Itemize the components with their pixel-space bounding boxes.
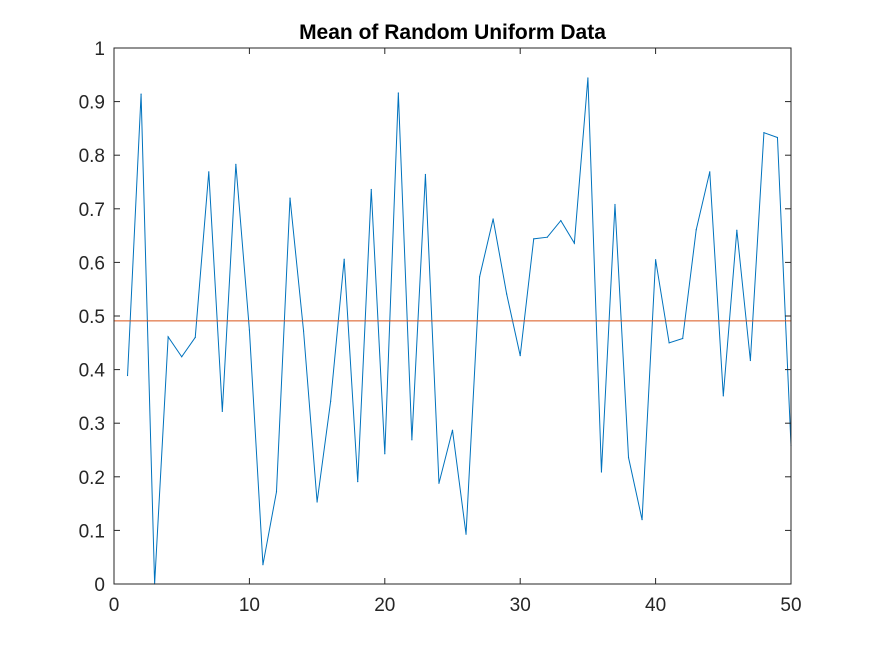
series-1-point	[465, 533, 467, 535]
series-1-point	[343, 258, 345, 260]
chart-title: Mean of Random Uniform Data	[299, 21, 606, 44]
series-1-point	[397, 92, 399, 94]
series-layer	[113, 77, 792, 585]
series-1-point	[316, 501, 318, 503]
series-1-point	[384, 453, 386, 455]
series-1-point	[289, 197, 291, 199]
y-tick-label: 0.7	[79, 200, 105, 221]
series-1-point	[167, 336, 169, 338]
series-1-point	[695, 229, 697, 231]
series-1-point	[519, 355, 521, 357]
y-tick-label: 1	[94, 39, 105, 60]
y-tick-label: 0.1	[79, 521, 105, 542]
series-1-point	[370, 188, 372, 191]
y-tick-label: 0	[94, 575, 105, 596]
series-1-point	[614, 203, 616, 206]
series-1-point	[749, 359, 751, 362]
y-tick-label: 0.9	[79, 93, 105, 114]
series-1-point	[411, 439, 413, 441]
series-1-point	[248, 329, 250, 331]
y-tick-label: 0.6	[79, 253, 105, 274]
x-tick-label: 30	[510, 595, 531, 616]
series-1-point	[275, 491, 278, 493]
series-1-point	[357, 481, 359, 483]
series-1-point	[722, 395, 724, 397]
series-1-point	[424, 173, 427, 176]
series-1-point	[302, 330, 305, 332]
series-1-point	[627, 456, 630, 459]
series-1-point	[736, 229, 738, 231]
series-1-point	[776, 136, 779, 139]
series-1-point	[181, 356, 183, 358]
x-tick-label: 10	[239, 595, 260, 616]
series-1-point	[709, 171, 711, 173]
axes-background	[114, 48, 791, 584]
series-1-point	[140, 93, 142, 95]
series-1-point	[126, 374, 129, 377]
y-tick-label: 0.4	[79, 361, 106, 382]
series-1-point	[668, 342, 670, 344]
y-tick-label: 0.5	[79, 307, 105, 328]
series-1-point	[682, 337, 684, 340]
y-tick-label: 0.2	[79, 468, 105, 489]
series-1-point	[492, 218, 494, 220]
series-1-point	[221, 410, 223, 413]
series-1-point	[451, 429, 454, 431]
series-1-point	[194, 336, 196, 339]
series-1-point	[560, 219, 562, 222]
series-1-point	[600, 471, 603, 473]
y-tick-label: 0.3	[79, 414, 105, 435]
series-1-point	[478, 276, 481, 278]
series-1-point	[573, 242, 575, 244]
series-1-point	[330, 400, 332, 402]
series-1-point	[546, 236, 548, 238]
x-tick-label: 40	[645, 595, 666, 616]
series-1-point	[533, 238, 535, 240]
y-tick-label: 0.8	[79, 146, 105, 167]
series-1-point	[438, 482, 440, 484]
series-1-point	[235, 163, 237, 165]
series-1-point	[208, 171, 210, 173]
series-1-point	[641, 519, 643, 521]
series-1-line	[127, 77, 792, 585]
x-tick-label: 0	[109, 595, 120, 616]
series-1-point	[587, 77, 589, 79]
series-1-point	[262, 564, 264, 566]
series-1-point	[506, 293, 508, 295]
x-tick-label: 50	[780, 595, 801, 616]
x-tick-label: 20	[374, 595, 395, 616]
tick-layer: 0 10 20 30 40 50 0 0.1 0.2 0.3 0.4 0.5 0.6 0.7 0.8 0.9 1	[79, 39, 802, 616]
series-1-point	[763, 132, 765, 134]
series-1-point	[655, 259, 657, 261]
